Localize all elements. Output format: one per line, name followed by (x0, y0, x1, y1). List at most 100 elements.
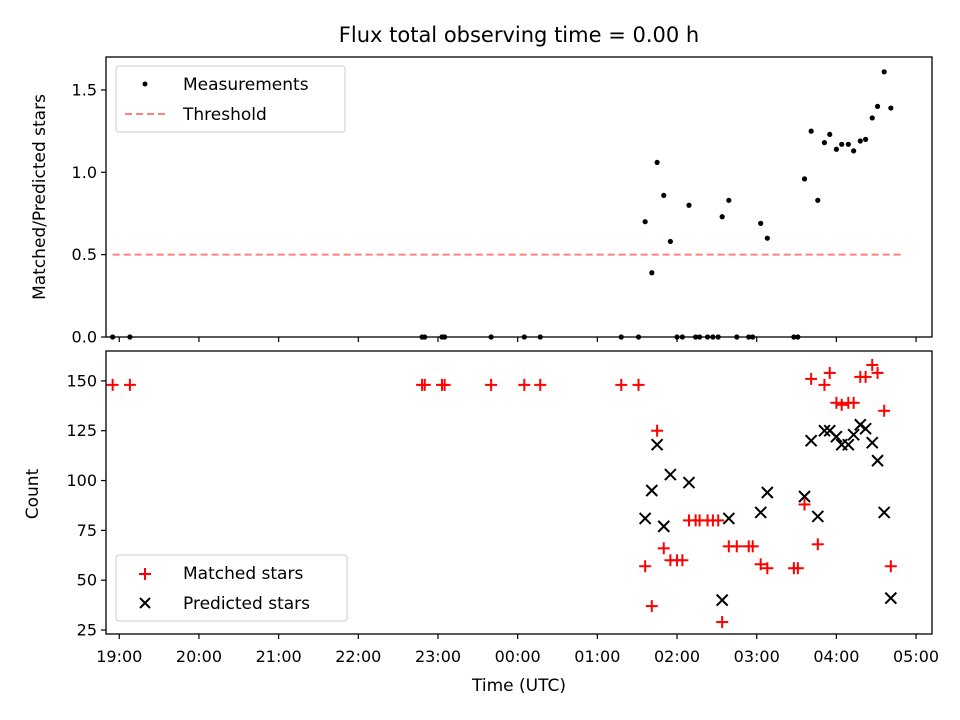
legend-matched-stars: Matched stars (183, 564, 303, 584)
matched-stars-point (818, 378, 831, 391)
x-tick-label: 03:00 (734, 647, 780, 666)
x-axis-label: Time (UTC) (471, 676, 566, 696)
matched-stars-point (798, 498, 811, 511)
predicted-stars-point (804, 434, 818, 447)
predicted-stars-point (830, 430, 843, 443)
measurements-point (815, 197, 821, 203)
x-tick-label: 20:00 (176, 647, 222, 666)
predicted-stars-point (818, 424, 831, 437)
matched-stars-point (835, 398, 848, 411)
predicted-legend-marker (139, 597, 151, 609)
predicted-stars-point (798, 490, 811, 503)
measurements-point (845, 141, 851, 147)
predicted-stars-point (842, 438, 855, 451)
measurements-point (821, 140, 828, 146)
predicted-stars-point (657, 520, 670, 533)
measurements-point (758, 220, 764, 226)
measurements-point (851, 148, 857, 154)
legend-measurements: Measurements (183, 75, 309, 95)
x-tick-label: 19:00 (96, 647, 142, 666)
top-axis-ticks: 0.0 0.5 1.0 1.5 (72, 80, 917, 347)
top-plot-frame (105, 56, 933, 338)
bottom-y-axis-label: Count (23, 468, 43, 519)
predicted-stars-point (722, 512, 736, 525)
predicted-stars-point (877, 506, 891, 519)
measurements-point (808, 128, 814, 134)
matched-stars-point (859, 370, 872, 383)
legend-predicted-stars: Predicted stars (183, 594, 310, 614)
matched-stars-point (878, 404, 891, 417)
measurements-point (686, 202, 692, 208)
matched-stars-point (866, 358, 879, 371)
measurements-point (661, 192, 667, 198)
top-y-tick-label: 0.5 (72, 245, 97, 264)
matched-stars-point (651, 424, 664, 437)
measurements-point (869, 115, 875, 121)
matched-stars-point (657, 542, 670, 555)
measurements-point (857, 138, 863, 144)
matched-stars-point (730, 540, 743, 553)
measurements-point (726, 197, 732, 203)
measurements-point (649, 270, 655, 276)
predicted-stars-point (811, 510, 825, 523)
bottom-plot-frame (105, 350, 933, 635)
matched-stars-point (485, 378, 498, 391)
x-tick-label: 00:00 (495, 647, 541, 666)
count-panel: Count Time (UTC) 25 50 75 100 125 150 19:00 20:… (23, 350, 939, 696)
matched-legend-marker (139, 568, 151, 580)
top-y-tick-label: 1.0 (72, 163, 97, 182)
chart-title: Flux total observing time = 0.00 h (339, 23, 699, 47)
measurements-point (874, 103, 881, 110)
x-tick-label: 02:00 (654, 647, 700, 666)
top-legend: Measurements Threshold (115, 65, 346, 133)
bottom-legend-box (115, 554, 348, 622)
matched-stars-point (805, 372, 818, 385)
matched-stars-point (884, 560, 897, 573)
bottom-legend: Matched stars Predicted stars (115, 554, 348, 622)
x-tick-label: 23:00 (415, 647, 461, 666)
matched-stars-point (712, 514, 725, 527)
predicted-stars-point (645, 484, 659, 497)
x-tick-label: 21:00 (256, 647, 302, 666)
top-legend-box (115, 65, 346, 133)
measurements-point (863, 136, 869, 142)
bottom-y-tick-label: 25 (77, 621, 97, 640)
measurements-legend-marker (142, 81, 148, 87)
matched-stars-point (847, 396, 860, 409)
x-tick-label: 01:00 (574, 647, 620, 666)
matched-stars-point (518, 378, 531, 391)
predicted-stars-point (859, 422, 872, 435)
count-points (106, 358, 898, 629)
measurements-point (833, 146, 839, 152)
bottom-axis-ticks: 25 50 75 100 125 150 19:00 20:00 21:00 22:00 23:00… (66, 371, 939, 666)
matched-stars-point (761, 562, 774, 575)
predicted-stars-point (761, 486, 774, 499)
predicted-stars-point (715, 593, 729, 607)
bottom-y-tick-label: 150 (66, 371, 97, 390)
matched-stars-point (632, 378, 645, 391)
bottom-y-tick-label: 75 (77, 521, 97, 540)
predicted-stars-point (871, 454, 884, 467)
ratio-panel: Flux total observing time = 0.00 h Match… (30, 23, 933, 347)
measurements-point (667, 238, 673, 245)
matched-stars-point (418, 378, 431, 391)
x-tick-label: 22:00 (335, 647, 381, 666)
x-tick-label: 05:00 (893, 647, 939, 666)
measurements-point (827, 131, 833, 138)
predicted-stars-point (866, 436, 879, 449)
measurements-point (801, 176, 808, 182)
matched-stars-point (639, 560, 652, 573)
measurements-point (764, 235, 770, 241)
predicted-stars-point (650, 438, 664, 451)
top-y-tick-label: 0.0 (72, 328, 97, 347)
measurements-point (839, 141, 845, 147)
measurements-point (888, 105, 894, 111)
matched-stars-point (746, 540, 759, 553)
predicted-stars-point (638, 512, 652, 525)
matched-stars-point (871, 366, 884, 379)
matched-stars-point (830, 396, 843, 409)
predicted-stars-point (682, 476, 696, 489)
bottom-y-tick-label: 100 (66, 471, 97, 490)
matched-stars-point (754, 558, 767, 571)
